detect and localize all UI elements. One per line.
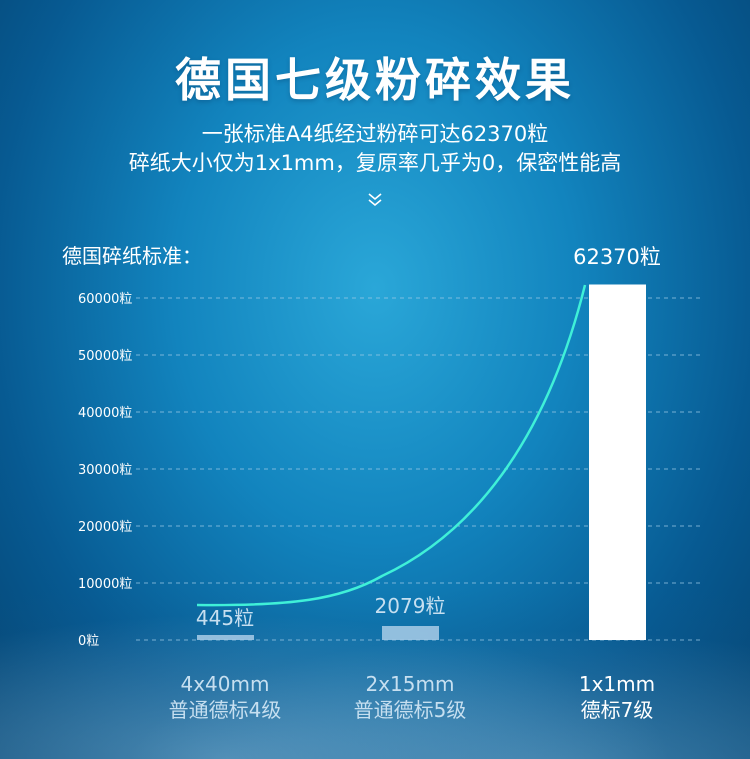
category-label-4: 4x40mm 普通德标4级 [125, 671, 325, 723]
category-size: 4x40mm [180, 672, 270, 696]
subtitle-line-1: 一张标准A4纸经过粉碎可达62370粒 [201, 122, 549, 146]
y-tick-label: 20000粒 [78, 520, 132, 535]
category-label-5: 2x15mm 普通德标5级 [310, 671, 510, 723]
y-tick-label: 30000粒 [78, 463, 132, 478]
category-size: 2x15mm [365, 672, 455, 696]
y-tick-label: 50000粒 [78, 349, 132, 364]
value-label: 445粒 [196, 606, 254, 630]
bar [382, 626, 439, 640]
value-label: 2079粒 [375, 594, 446, 618]
y-tick-label: 0粒 [78, 634, 99, 649]
y-tick-label: 10000粒 [78, 577, 132, 592]
subtitle-line-2: 碎纸大小仅为1x1mm，复原率几乎为0，保密性能高 [128, 151, 622, 175]
category-level: 普通德标5级 [353, 698, 467, 722]
chart-title: 德国碎纸标准： [62, 244, 202, 268]
page-title: 德国七级粉碎效果 [175, 53, 575, 107]
double-chevron-down-icon [368, 193, 382, 207]
category-level: 普通德标4级 [168, 698, 282, 722]
category-level: 德标7级 [580, 698, 654, 722]
category-label-7: 1x1mm 德标7级 [517, 671, 717, 723]
y-tick-label: 60000粒 [78, 292, 132, 307]
y-tick-label: 40000粒 [78, 406, 132, 421]
category-size: 1x1mm [578, 672, 656, 696]
bar [589, 284, 646, 640]
trend-curve [196, 284, 587, 607]
value-label: 62370粒 [573, 245, 661, 269]
bar [197, 635, 254, 640]
